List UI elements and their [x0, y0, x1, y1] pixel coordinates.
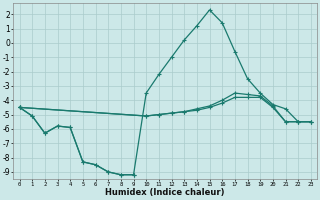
X-axis label: Humidex (Indice chaleur): Humidex (Indice chaleur) — [106, 188, 225, 197]
